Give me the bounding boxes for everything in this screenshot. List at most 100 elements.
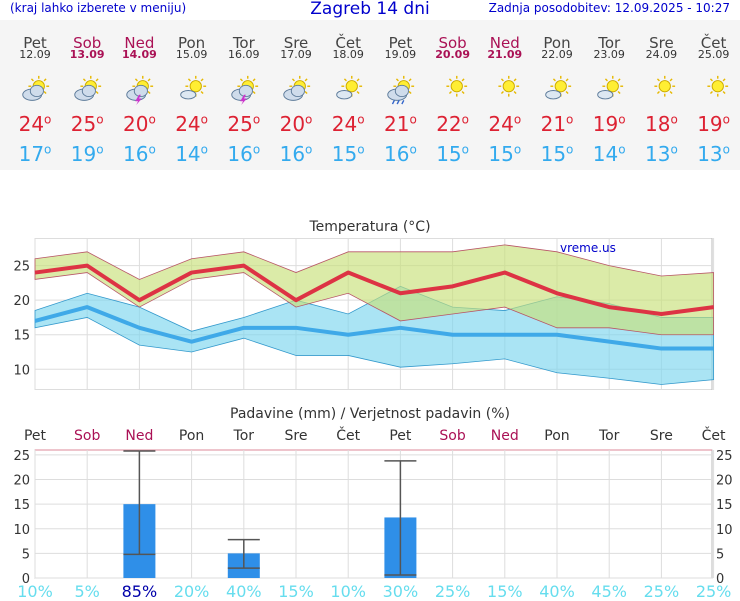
precipitation-probability: 85% (121, 582, 158, 601)
max-temperature: 24o (488, 112, 522, 136)
min-temperature: 15o (540, 142, 574, 166)
day-date: 21.09 (487, 48, 523, 61)
day-name: Pet (23, 34, 47, 52)
max-temperature: 21o (383, 112, 417, 136)
day-date: 18.09 (332, 48, 364, 61)
min-temperature: 16o (227, 142, 261, 166)
x-tick-label: Čet (701, 428, 726, 444)
forecast-day: Pet 12.09 24o 17o (9, 20, 61, 170)
day-name: Pon (177, 34, 206, 52)
day-name: Ned (489, 34, 520, 52)
x-tick-label: Tor (598, 428, 620, 444)
precipitation-probability: 25% (434, 582, 471, 601)
forecast-day: Sre 24.09 18o 13o (635, 20, 687, 170)
min-temperature: 16o (279, 142, 313, 166)
forecast-day: Čet 25.09 19o 13o (688, 20, 740, 170)
max-temperature: 20o (279, 112, 313, 136)
x-tick-label: Sre (649, 428, 673, 444)
min-temperature: 13o (697, 142, 730, 166)
max-temperature: 24o (331, 112, 365, 136)
day-date: 14.09 (121, 48, 157, 61)
forecast-day: Sob 20.09 22o 15o (427, 20, 479, 170)
min-temperature-line (34, 305, 714, 351)
forecast-day: Pet 19.09 21o 16o (374, 20, 426, 170)
y-tick-label-left: 20 (13, 474, 30, 489)
max-temperature: 19o (697, 112, 730, 136)
precipitation-probability: 25% (643, 582, 680, 601)
day-name: Sre (649, 34, 674, 52)
watermark: vreme.us (560, 241, 616, 255)
max-temperature: 20o (122, 112, 156, 136)
y-tick-label-right: 15 (716, 498, 733, 513)
x-tick-label: Pon (544, 428, 570, 444)
day-date: 13.09 (69, 48, 105, 61)
day-name: Pon (543, 34, 571, 52)
x-tick-label: Ned (490, 428, 519, 444)
max-temperature: 21o (540, 112, 574, 136)
precipitation-chart-title: Padavine (mm) / Verjetnost padavin (%) (230, 406, 510, 422)
max-temperature: 25o (227, 112, 261, 136)
forecast-day: Tor 16.09 25o 16o (218, 20, 270, 170)
page-title: Zagreb 14 dni (310, 0, 430, 19)
day-date: 24.09 (645, 48, 678, 61)
x-tick-label: Pet (23, 428, 47, 444)
temperature-chart: 10 15 20 25 vreme.us (13, 238, 715, 390)
day-name: Čet (700, 34, 727, 52)
x-tick-label: Čet (336, 428, 361, 444)
day-date: 20.09 (435, 48, 470, 61)
day-date: 15.09 (175, 48, 208, 61)
daily-forecast-panel: Pet 12.09 24o 17o Sob 13.09 25o 19o Ned 14.09 20o 1… (0, 20, 740, 170)
min-temperature: 16o (383, 142, 417, 166)
day-name: Čet (335, 34, 361, 52)
sunny-icon (707, 75, 728, 97)
last-update: Zadnja posodobitev: 12.09.2025 - 10:27 (488, 1, 730, 15)
precipitation-chart: 0 0 5 5 10 10 15 15 20 20 25 25 (13, 449, 733, 583)
precipitation-probability: 45% (591, 582, 627, 601)
max-temperature: 19o (592, 112, 626, 136)
y-tick-label-left: 15 (13, 498, 30, 513)
forecast-day: Sre 17.09 20o 16o (270, 20, 322, 170)
day-date: 22.09 (541, 48, 573, 61)
y-tick-label-left: 10 (13, 523, 30, 538)
precipitation-probability: 20% (173, 582, 210, 601)
min-temperature: 15o (331, 142, 365, 166)
max-temperature: 18o (644, 112, 678, 136)
location-hint[interactable]: (kraj lahko izberete v meniju) (10, 1, 187, 15)
min-temperature: 14o (592, 142, 626, 166)
precipitation-error-bar (384, 460, 417, 576)
precipitation-probability: 10% (330, 582, 366, 601)
x-tick-label: Sob (74, 428, 101, 444)
y-tick-label-right: 0 (716, 572, 724, 583)
day-name: Pet (388, 34, 413, 52)
x-tick-label: Sre (284, 428, 308, 444)
day-name: Tor (232, 34, 255, 52)
day-name: Sob (438, 34, 467, 52)
min-temperature: 16o (122, 142, 156, 166)
x-tick-label: Pet (389, 428, 412, 444)
precipitation-probability: 25% (695, 582, 732, 601)
precipitation-probability: 15% (278, 582, 314, 601)
min-temperature: 19o (70, 142, 104, 166)
rain-cloud-icon (387, 75, 415, 105)
sunny-icon (498, 75, 519, 97)
max-temperature: 24o (175, 112, 208, 136)
forecast-day: Čet 18.09 24o 15o (322, 20, 374, 170)
y-tick-label-right: 10 (716, 523, 733, 538)
sunny-cloud-icon (179, 75, 206, 100)
precipitation-probability: 5% (74, 582, 100, 601)
max-temperature-line (34, 263, 714, 316)
forecast-day: Ned 21.09 24o 15o (479, 20, 531, 170)
precipitation-probability-row: 10% 5% 85% 20% 40% 15% 10% 30% 25% 15% 40% 45% 25% 25… (0, 582, 740, 601)
top-bar: (kraj lahko izberete v meniju) Zagreb 14… (0, 0, 740, 20)
day-name: Tor (598, 34, 621, 52)
day-name: Sob (73, 34, 102, 52)
day-date: 16.09 (228, 48, 260, 61)
x-tick-label: Tor (233, 428, 255, 444)
max-temperature: 25o (70, 112, 104, 136)
thunderstorm-icon (231, 75, 258, 106)
sunny-cloud-icon (597, 75, 624, 100)
max-temperature: 22o (436, 112, 469, 136)
x-tick-label: Pon (178, 428, 205, 444)
precipitation-day-labels: Pet Sob Ned Pon Tor Sre Čet Pet Sob Ned Pon Tor Sre Č… (0, 428, 740, 446)
forecast-day: Ned 14.09 20o 16o (113, 20, 165, 170)
